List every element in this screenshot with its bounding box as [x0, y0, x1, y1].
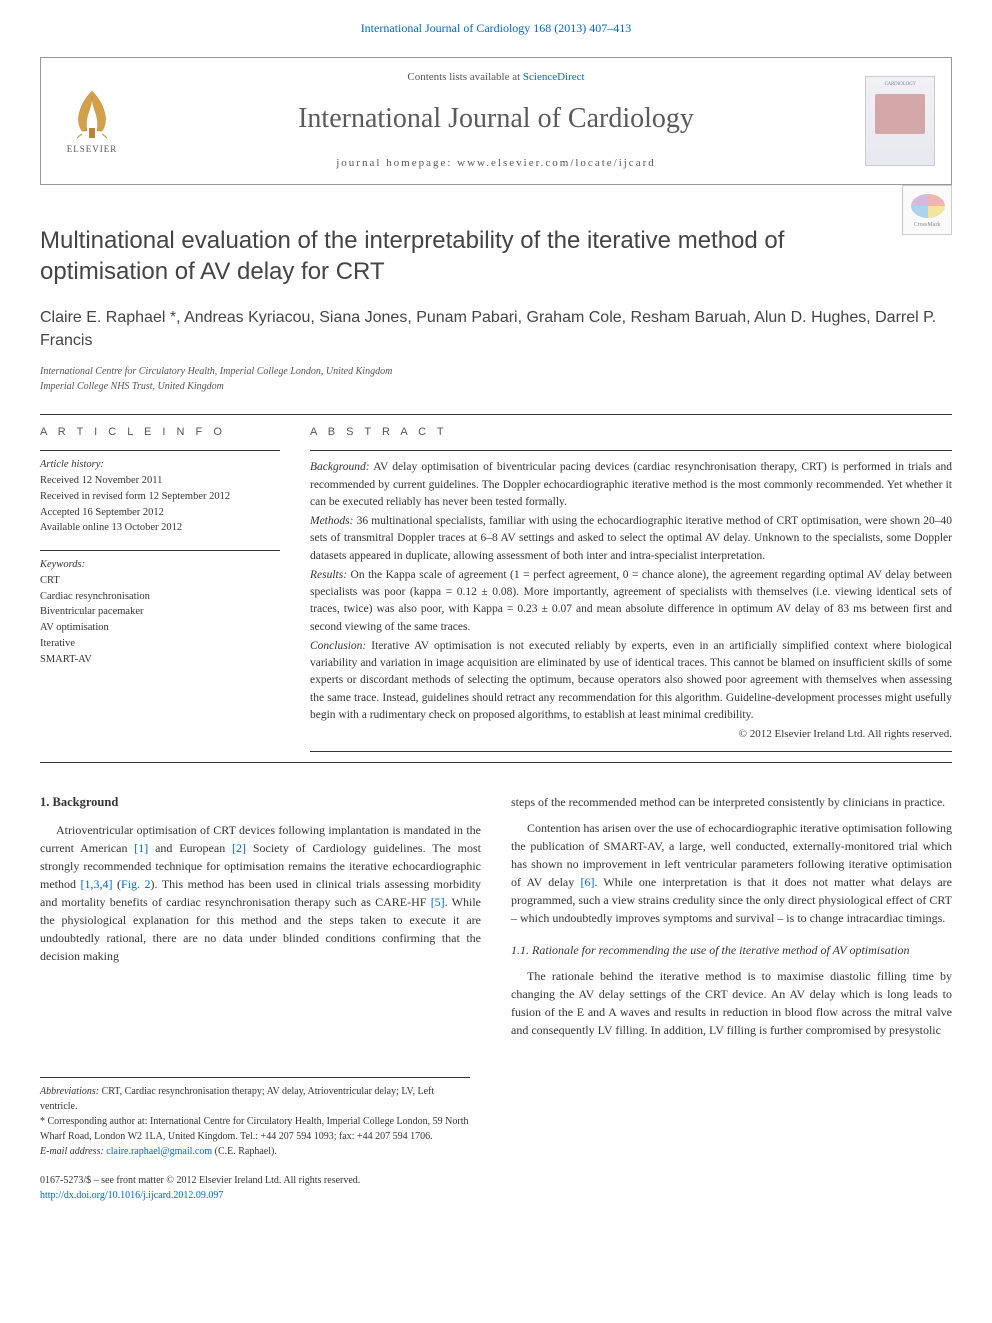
- email-label: E-mail address:: [40, 1146, 104, 1157]
- email-line: E-mail address: claire.raphael@gmail.com…: [40, 1144, 470, 1159]
- abs-background-text: AV delay optimisation of biventricular p…: [310, 461, 952, 508]
- doi-link[interactable]: http://dx.doi.org/10.1016/j.ijcard.2012.…: [40, 1190, 223, 1201]
- abs-methods-text: 36 multinational specialists, familiar w…: [310, 515, 952, 562]
- homepage-url: www.elsevier.com/locate/ijcard: [457, 157, 656, 169]
- homepage-prefix: journal homepage:: [336, 157, 457, 169]
- article-info-heading: A R T I C L E I N F O: [40, 425, 280, 440]
- abs-results-label: Results:: [310, 569, 347, 581]
- contents-available-line: Contents lists available at ScienceDirec…: [127, 70, 865, 85]
- article-history-block: Article history: Received 12 November 20…: [40, 450, 280, 536]
- ref-link-1[interactable]: [1]: [134, 841, 148, 855]
- crossmark-badge[interactable]: [902, 185, 952, 235]
- body-columns: 1. Background Atrioventricular optimisat…: [40, 793, 952, 1047]
- abs-conclusion-label: Conclusion:: [310, 640, 366, 652]
- footnotes: Abbreviations: CRT, Cardiac resynchronis…: [40, 1077, 470, 1159]
- abs-results-text: On the Kappa scale of agreement (1 = per…: [310, 569, 952, 633]
- body-paragraph: Atrioventricular optimisation of CRT dev…: [40, 821, 481, 965]
- body-paragraph: The rationale behind the iterative metho…: [511, 967, 952, 1039]
- text-run: and European: [148, 841, 232, 855]
- column-right: steps of the recommended method can be i…: [511, 793, 952, 1047]
- keywords-block: Keywords: CRT Cardiac resynchronisation …: [40, 550, 280, 667]
- section-1-heading: 1. Background: [40, 793, 481, 812]
- column-left: 1. Background Atrioventricular optimisat…: [40, 793, 481, 1047]
- cover-caption: CARDIOLOGY: [884, 81, 915, 88]
- ref-link-6[interactable]: [6]: [580, 875, 594, 889]
- doi-block: 0167-5273/$ – see front matter © 2012 El…: [40, 1173, 952, 1203]
- abstract-column: A B S T R A C T Background: AV delay opt…: [310, 425, 952, 752]
- elsevier-tree-icon: [67, 86, 117, 141]
- keyword: Cardiac resynchronisation: [40, 589, 280, 605]
- ref-link-2[interactable]: [2]: [232, 841, 246, 855]
- section-1-1-heading: 1.1. Rationale for recommending the use …: [511, 941, 952, 959]
- header-center: Contents lists available at ScienceDirec…: [127, 70, 865, 172]
- keyword: Biventricular pacemaker: [40, 604, 280, 620]
- ref-link-5[interactable]: [5]: [431, 895, 445, 909]
- keyword: Iterative: [40, 636, 280, 652]
- ref-link-134[interactable]: [1,3,4]: [81, 877, 113, 891]
- corresponding-author-line: * Corresponding author at: International…: [40, 1114, 470, 1144]
- abstract-heading: A B S T R A C T: [310, 425, 952, 440]
- affiliation-1: International Centre for Circulatory Hea…: [40, 364, 952, 379]
- divider-top: [40, 414, 952, 415]
- history-line: Received 12 November 2011: [40, 473, 280, 489]
- abs-conclusion-text: Iterative AV optimisation is not execute…: [310, 640, 952, 721]
- fig-link-2[interactable]: Fig. 2: [121, 877, 151, 891]
- authors-line: Claire E. Raphael *, Andreas Kyriacou, S…: [40, 307, 952, 352]
- elsevier-logo: ELSEVIER: [57, 81, 127, 161]
- email-suffix: (C.E. Raphael).: [212, 1146, 277, 1157]
- top-citation: International Journal of Cardiology 168 …: [0, 0, 992, 47]
- keywords-label: Keywords:: [40, 557, 280, 573]
- journal-citation-link[interactable]: International Journal of Cardiology 168 …: [361, 21, 632, 35]
- affiliations: International Centre for Circulatory Hea…: [40, 364, 952, 394]
- divider-bottom: [40, 762, 952, 763]
- affiliation-2: Imperial College NHS Trust, United Kingd…: [40, 379, 952, 394]
- elsevier-label: ELSEVIER: [67, 143, 118, 156]
- journal-name: International Journal of Cardiology: [127, 99, 865, 138]
- journal-header-box: ELSEVIER Contents lists available at Sci…: [40, 57, 952, 185]
- abbreviations-line: Abbreviations: CRT, Cardiac resynchronis…: [40, 1084, 470, 1114]
- body-paragraph: Contention has arisen over the use of ec…: [511, 819, 952, 927]
- article-info-column: A R T I C L E I N F O Article history: R…: [40, 425, 280, 752]
- text-run: (: [113, 877, 122, 891]
- sciencedirect-link[interactable]: ScienceDirect: [523, 71, 585, 83]
- abstract-copyright: © 2012 Elsevier Ireland Ltd. All rights …: [310, 726, 952, 743]
- email-link[interactable]: claire.raphael@gmail.com: [106, 1146, 212, 1157]
- corr-label: * Corresponding author at:: [40, 1116, 147, 1127]
- body-paragraph: steps of the recommended method can be i…: [511, 793, 952, 811]
- keyword: SMART-AV: [40, 652, 280, 668]
- journal-homepage-line: journal homepage: www.elsevier.com/locat…: [127, 156, 865, 171]
- history-label: Article history:: [40, 457, 280, 473]
- journal-cover-thumbnail: CARDIOLOGY: [865, 76, 935, 166]
- keyword: AV optimisation: [40, 620, 280, 636]
- article-title: Multinational evaluation of the interpre…: [40, 225, 952, 287]
- abstract-body: Background: AV delay optimisation of biv…: [310, 450, 952, 751]
- info-abstract-row: A R T I C L E I N F O Article history: R…: [40, 425, 952, 752]
- abs-background-label: Background:: [310, 461, 370, 473]
- history-line: Accepted 16 September 2012: [40, 505, 280, 521]
- history-line: Available online 13 October 2012: [40, 520, 280, 536]
- keyword: CRT: [40, 573, 280, 589]
- cover-image-placeholder: [875, 94, 925, 134]
- issn-line: 0167-5273/$ – see front matter © 2012 El…: [40, 1173, 952, 1188]
- abbrev-label: Abbreviations:: [40, 1086, 99, 1097]
- contents-prefix: Contents lists available at: [407, 71, 522, 83]
- history-line: Received in revised form 12 September 20…: [40, 489, 280, 505]
- abs-methods-label: Methods:: [310, 515, 353, 527]
- abbrev-text: CRT, Cardiac resynchronisation therapy; …: [40, 1086, 434, 1112]
